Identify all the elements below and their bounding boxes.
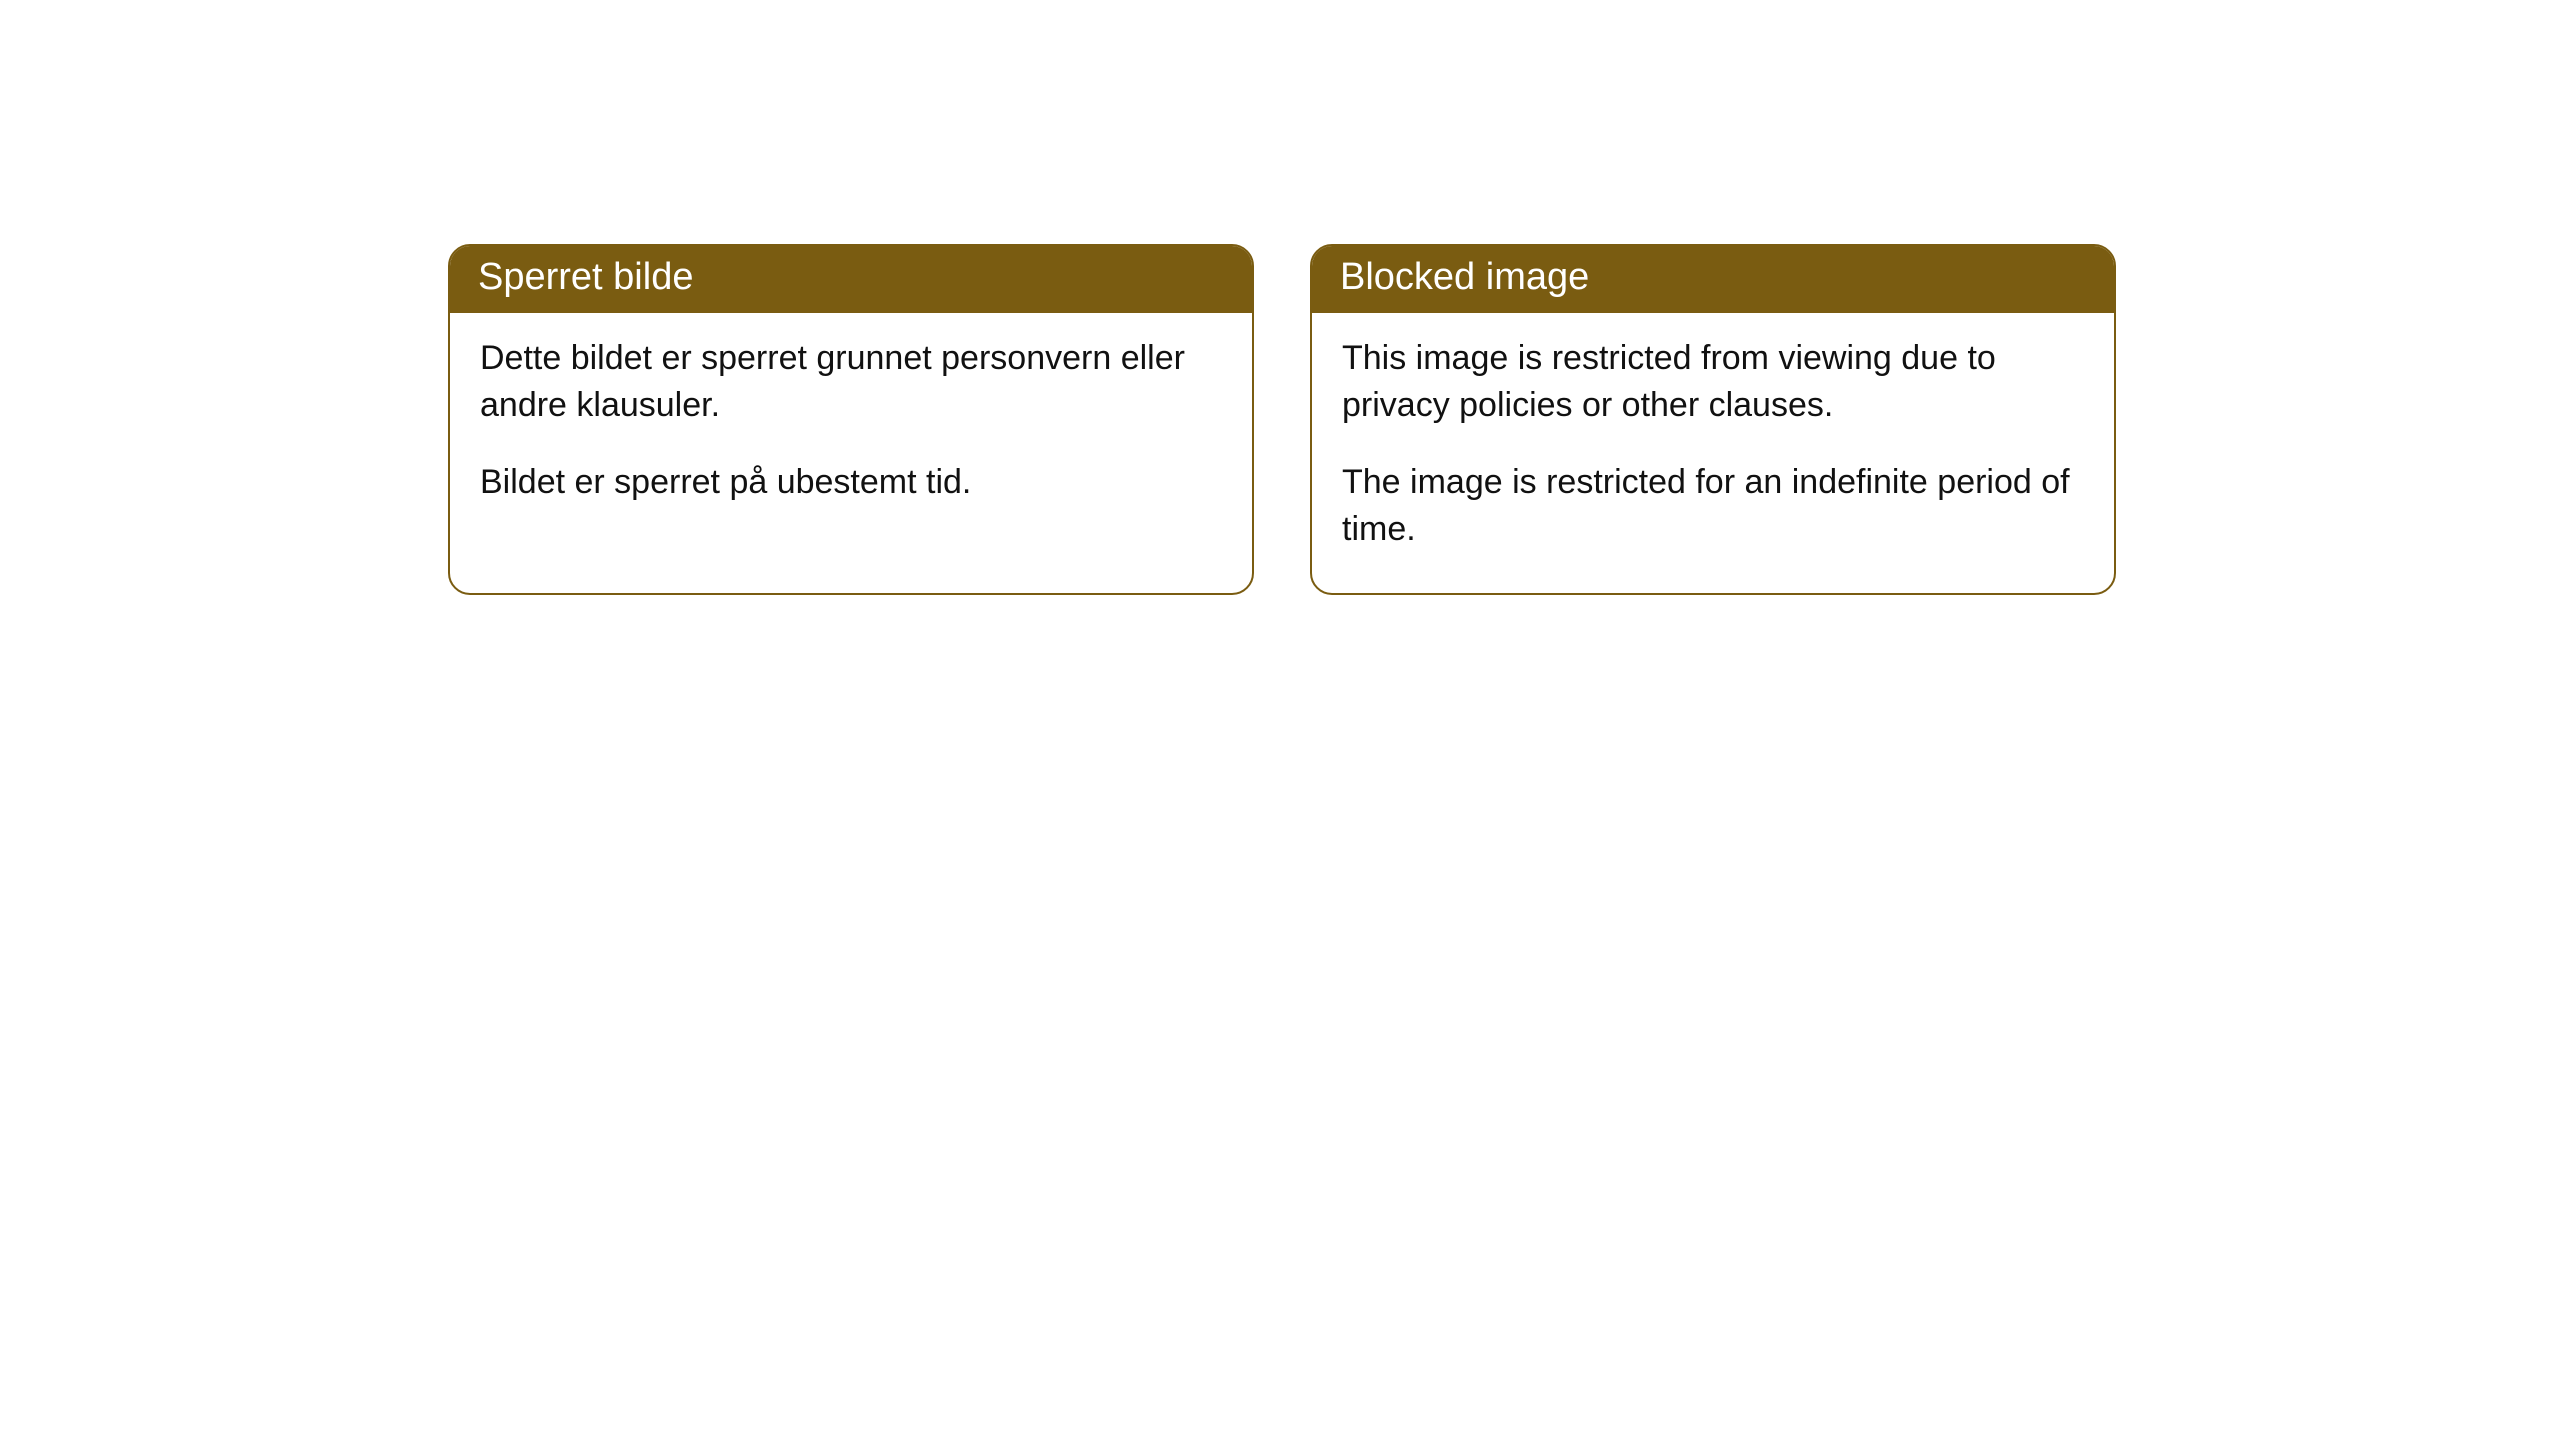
notice-container: Sperret bilde Dette bildet er sperret gr…: [448, 244, 2116, 595]
notice-card-norwegian: Sperret bilde Dette bildet er sperret gr…: [448, 244, 1254, 595]
card-paragraph: This image is restricted from viewing du…: [1342, 335, 2084, 429]
card-paragraph: Bildet er sperret på ubestemt tid.: [480, 459, 1222, 506]
card-paragraph: Dette bildet er sperret grunnet personve…: [480, 335, 1222, 429]
card-body: This image is restricted from viewing du…: [1312, 313, 2114, 593]
card-paragraph: The image is restricted for an indefinit…: [1342, 459, 2084, 553]
card-title: Blocked image: [1340, 256, 1589, 298]
card-title: Sperret bilde: [478, 256, 693, 298]
card-body: Dette bildet er sperret grunnet personve…: [450, 313, 1252, 546]
card-header: Sperret bilde: [450, 246, 1252, 313]
card-header: Blocked image: [1312, 246, 2114, 313]
notice-card-english: Blocked image This image is restricted f…: [1310, 244, 2116, 595]
